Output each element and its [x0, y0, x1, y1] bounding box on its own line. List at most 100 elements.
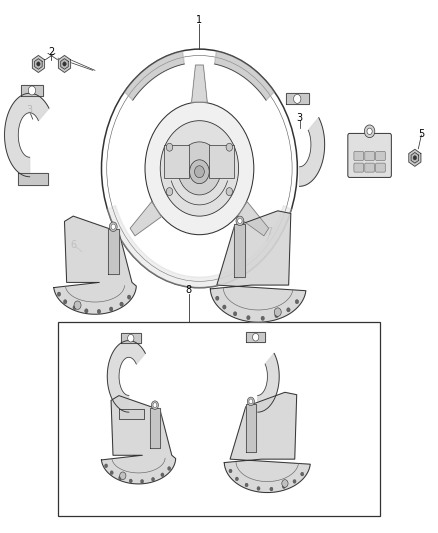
- FancyBboxPatch shape: [354, 151, 364, 160]
- Circle shape: [275, 313, 278, 318]
- Circle shape: [300, 472, 304, 476]
- Circle shape: [129, 479, 132, 483]
- Circle shape: [226, 188, 233, 196]
- Polygon shape: [4, 93, 49, 177]
- Circle shape: [152, 478, 155, 481]
- Circle shape: [110, 307, 113, 311]
- Circle shape: [63, 62, 66, 66]
- Circle shape: [261, 316, 265, 320]
- Polygon shape: [411, 152, 419, 163]
- Circle shape: [74, 301, 81, 310]
- Circle shape: [153, 403, 157, 408]
- Circle shape: [249, 399, 253, 404]
- Circle shape: [120, 302, 124, 306]
- Polygon shape: [107, 341, 145, 412]
- Circle shape: [152, 401, 159, 409]
- Polygon shape: [119, 409, 145, 419]
- Polygon shape: [130, 201, 161, 236]
- Circle shape: [97, 309, 101, 313]
- Circle shape: [235, 477, 238, 481]
- Polygon shape: [210, 211, 306, 322]
- Polygon shape: [246, 333, 265, 342]
- Text: 7: 7: [266, 227, 272, 237]
- Circle shape: [57, 292, 61, 296]
- Circle shape: [105, 464, 108, 468]
- Polygon shape: [18, 173, 48, 185]
- Polygon shape: [191, 65, 207, 102]
- Text: 3: 3: [297, 113, 303, 123]
- Circle shape: [367, 128, 372, 134]
- Text: 4: 4: [364, 129, 370, 139]
- Text: 3: 3: [27, 105, 33, 115]
- FancyBboxPatch shape: [354, 163, 364, 172]
- Circle shape: [166, 143, 173, 151]
- Polygon shape: [150, 408, 160, 448]
- Polygon shape: [58, 55, 71, 72]
- Polygon shape: [102, 395, 176, 484]
- FancyBboxPatch shape: [376, 151, 385, 160]
- Polygon shape: [54, 216, 136, 314]
- Circle shape: [119, 476, 122, 480]
- Circle shape: [161, 473, 164, 477]
- Circle shape: [413, 156, 417, 160]
- Circle shape: [127, 295, 131, 299]
- Polygon shape: [224, 392, 310, 492]
- Text: 2: 2: [48, 47, 55, 56]
- FancyBboxPatch shape: [365, 163, 374, 172]
- Circle shape: [293, 480, 296, 483]
- Circle shape: [85, 309, 88, 313]
- Polygon shape: [35, 59, 42, 69]
- Polygon shape: [121, 334, 141, 343]
- Text: 6: 6: [70, 240, 76, 251]
- Polygon shape: [409, 149, 421, 166]
- Circle shape: [253, 334, 259, 341]
- Polygon shape: [258, 353, 279, 412]
- Circle shape: [111, 224, 116, 229]
- Circle shape: [73, 305, 76, 310]
- Circle shape: [245, 483, 248, 487]
- Polygon shape: [237, 201, 268, 236]
- Circle shape: [295, 300, 299, 304]
- Polygon shape: [215, 51, 275, 100]
- Circle shape: [194, 166, 204, 177]
- Circle shape: [364, 125, 375, 138]
- Circle shape: [226, 143, 233, 151]
- Polygon shape: [246, 404, 255, 452]
- FancyBboxPatch shape: [365, 151, 374, 160]
- Circle shape: [64, 300, 67, 304]
- Circle shape: [247, 316, 250, 320]
- Circle shape: [178, 142, 221, 195]
- Circle shape: [238, 218, 242, 223]
- Circle shape: [141, 480, 144, 483]
- Polygon shape: [286, 93, 309, 104]
- Circle shape: [286, 308, 290, 312]
- Circle shape: [270, 487, 273, 491]
- Circle shape: [233, 312, 237, 316]
- Circle shape: [274, 308, 281, 317]
- Circle shape: [110, 471, 113, 474]
- Circle shape: [110, 222, 117, 231]
- Circle shape: [160, 120, 239, 216]
- FancyBboxPatch shape: [348, 133, 391, 177]
- Circle shape: [166, 188, 173, 196]
- Polygon shape: [108, 229, 119, 274]
- Circle shape: [282, 480, 288, 487]
- Text: 1: 1: [196, 15, 202, 25]
- Polygon shape: [234, 224, 245, 277]
- Circle shape: [223, 305, 226, 309]
- Circle shape: [28, 86, 35, 95]
- Polygon shape: [32, 55, 44, 72]
- Circle shape: [120, 472, 126, 480]
- Circle shape: [168, 466, 171, 471]
- Circle shape: [37, 62, 40, 66]
- Polygon shape: [124, 51, 184, 100]
- Circle shape: [190, 160, 209, 184]
- Circle shape: [236, 216, 244, 225]
- Bar: [58, 322, 380, 516]
- Circle shape: [127, 334, 134, 342]
- Circle shape: [247, 397, 254, 406]
- Circle shape: [215, 296, 219, 301]
- Polygon shape: [61, 59, 68, 69]
- Bar: [209, 145, 234, 179]
- Circle shape: [229, 469, 232, 473]
